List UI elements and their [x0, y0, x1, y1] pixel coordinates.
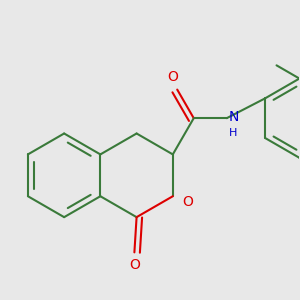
- Text: O: O: [183, 195, 194, 209]
- Text: O: O: [129, 258, 140, 272]
- Text: N: N: [229, 110, 239, 124]
- Text: O: O: [167, 70, 178, 84]
- Text: H: H: [229, 128, 237, 138]
